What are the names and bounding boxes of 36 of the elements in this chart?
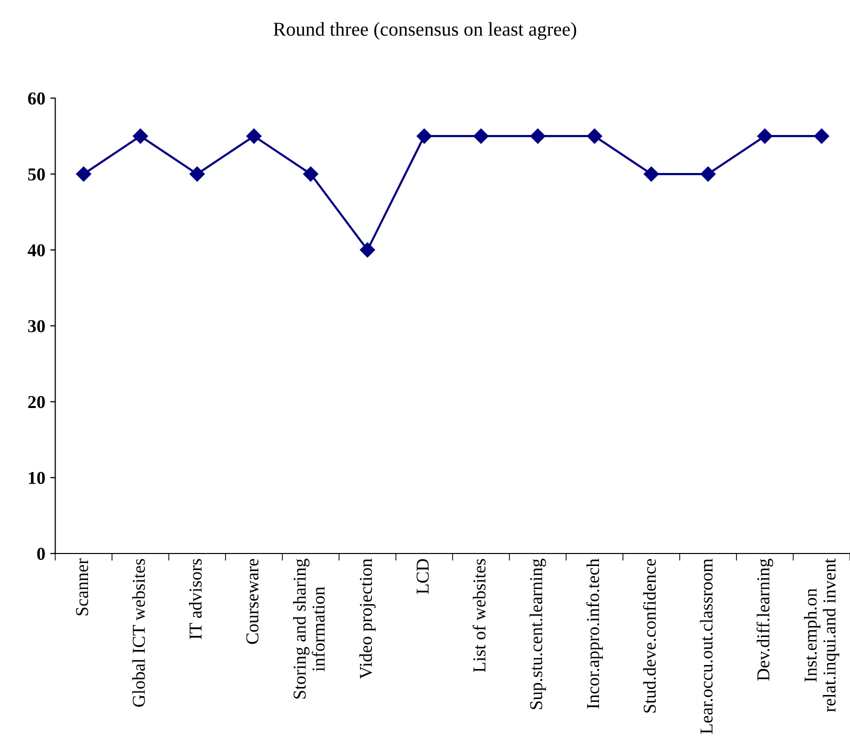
x-tick-label: Storing and sharing information <box>293 558 325 699</box>
x-tick-label: Sup.stu.cent.learning <box>530 558 546 710</box>
y-tick-label: 30 <box>28 320 45 332</box>
x-tick-label: Video projection <box>359 558 376 679</box>
point <box>757 128 772 144</box>
point <box>246 128 262 144</box>
chart-title: Round three (consensus on least agree) <box>274 22 576 40</box>
x-tick-label: LCD <box>416 559 429 594</box>
x-tick-label: Inst.emph.on relat.inqui.and invent <box>804 558 840 712</box>
x-tick-label: Dev.diff.learning <box>756 558 774 681</box>
point <box>644 166 659 182</box>
x-tick-label: List of websites <box>472 559 486 672</box>
point <box>700 166 716 182</box>
point <box>416 128 432 144</box>
point <box>530 128 546 144</box>
x-tick-label: Stud.deve.confidence <box>642 558 656 713</box>
point <box>473 128 489 144</box>
x-tick-label: IT advisors <box>188 559 202 640</box>
y-tick-label: 50 <box>28 168 45 180</box>
y-tick-label: 10 <box>28 472 45 484</box>
x-tick-label: Scanner <box>76 558 88 616</box>
x-tick-label: Global ICT websites <box>132 559 145 707</box>
point <box>360 242 376 258</box>
point <box>76 166 92 182</box>
point <box>190 166 205 182</box>
y-tick-label: 40 <box>28 244 45 256</box>
x-tick-label: Lear.occu.out.classroom <box>700 558 713 734</box>
y-tick-label: 20 <box>28 396 45 408</box>
x-tick-label: Incor.appro.info.tech <box>586 558 603 709</box>
point <box>814 128 830 144</box>
y-tick-label: 0 <box>37 548 45 560</box>
y-tick-label: 60 <box>28 92 45 105</box>
point <box>132 128 148 144</box>
point <box>586 128 602 144</box>
point <box>303 166 318 182</box>
x-tick-label: Courseware <box>246 558 258 644</box>
